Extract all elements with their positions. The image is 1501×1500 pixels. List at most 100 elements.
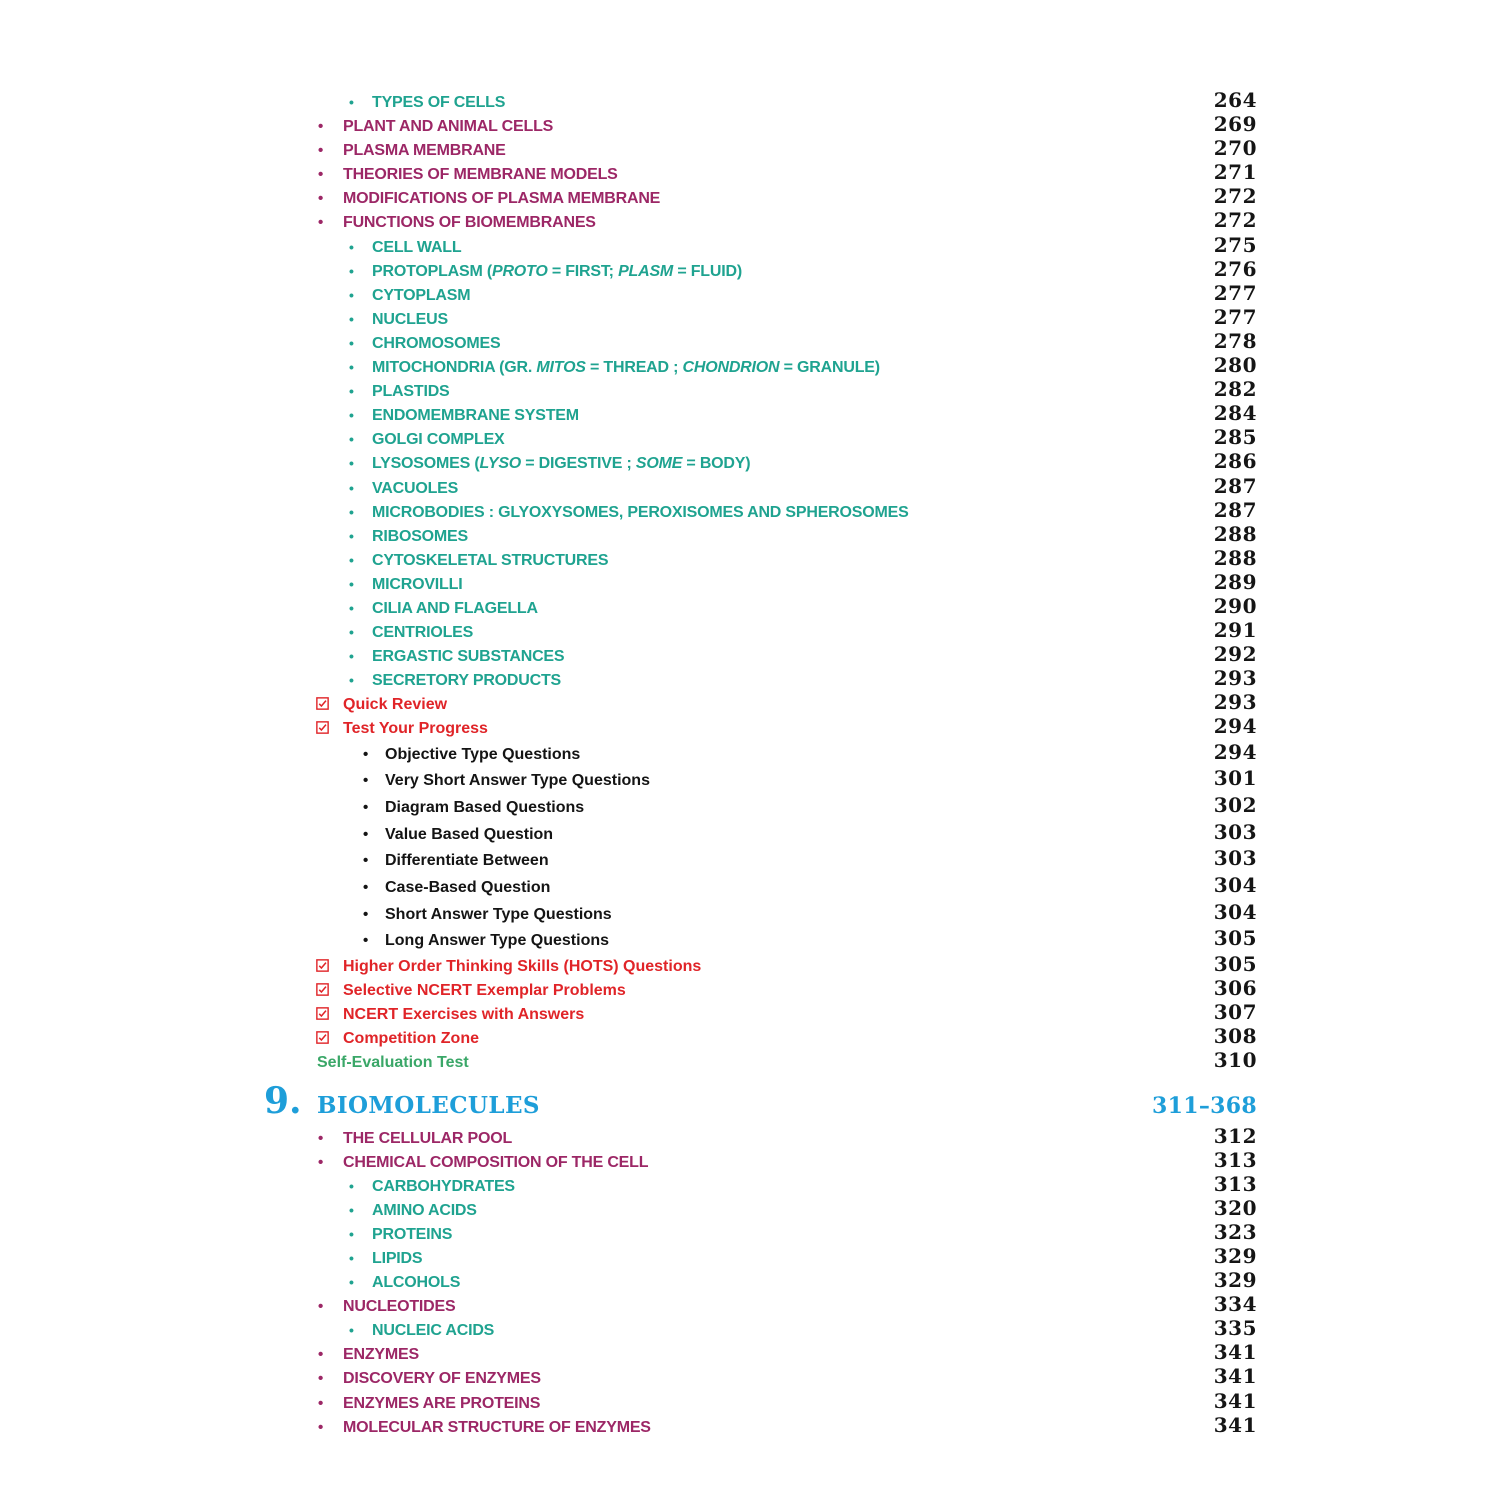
toc-row-lead: 9. BIOMOLECULES <box>0 1080 1152 1130</box>
page-number: 286 <box>1213 449 1257 474</box>
bullet-icon: • <box>349 575 354 592</box>
toc-row: • AMINO ACIDS 320 <box>0 1196 1257 1220</box>
page-number: 284 <box>1213 401 1257 426</box>
toc-row: • NUCLEIC ACIDS 335 <box>0 1316 1257 1340</box>
toc-row-lead: • MOLECULAR STRUCTURE OF ENZYMES <box>0 1416 1214 1440</box>
toc-row-lead: • LIPIDS <box>0 1246 1214 1271</box>
toc-row-lead: • VACUOLES <box>0 476 1214 501</box>
toc-entry-label: SECRETORY PRODUCTS <box>372 672 562 690</box>
toc-row-lead: • FUNCTIONS OF BIOMEMBRANES <box>0 211 1214 235</box>
page-number: 278 <box>1213 328 1257 353</box>
page-number: 272 <box>1213 184 1257 209</box>
page-number: 305 <box>1213 952 1257 977</box>
bullet-icon: • <box>349 1177 354 1194</box>
toc-row: Self-Evaluation Test 310 <box>0 1048 1257 1072</box>
toc-row: • MICROVILLI 289 <box>0 570 1257 594</box>
toc-entry-label: CILIA AND FLAGELLA <box>372 599 538 617</box>
toc-row: Quick Review 293 <box>0 690 1257 714</box>
toc-row: • THE CELLULAR POOL 312 <box>0 1124 1257 1148</box>
page-number: 292 <box>1213 642 1257 667</box>
toc-entry-label: NUCLEIC ACIDS <box>372 1322 495 1340</box>
toc-row: • CYTOPLASM 277 <box>0 281 1257 305</box>
toc-row-lead: Self-Evaluation Test <box>0 1051 1214 1075</box>
toc-row: • ENZYMES ARE PROTEINS 341 <box>0 1389 1257 1413</box>
page-number: 341 <box>1213 1388 1257 1413</box>
toc-entry-label: MODIFICATIONS OF PLASMA MEMBRANE <box>343 190 661 208</box>
toc-row: • Short Answer Type Questions 304 <box>0 899 1257 926</box>
toc-entry-label: THEORIES OF MEMBRANE MODELS <box>343 166 618 184</box>
toc-row: • Objective Type Questions 294 <box>0 739 1257 766</box>
bullet-icon: • <box>349 1201 354 1218</box>
bullet-icon: • <box>349 672 354 689</box>
page-number: 302 <box>1213 792 1257 817</box>
toc-row-lead: • Short Answer Type Questions <box>0 902 1214 929</box>
toc-row-lead: • PROTOPLASM (PROTO = FIRST; PLASM = FLUI… <box>0 259 1214 284</box>
toc-row: • MOLECULAR STRUCTURE OF ENZYMES 341 <box>0 1413 1257 1437</box>
toc-entry-label: TYPES OF CELLS <box>372 94 506 111</box>
bullet-icon: • <box>318 1370 324 1388</box>
bullet-icon: • <box>349 648 354 665</box>
page-number: 341 <box>1213 1340 1257 1365</box>
toc-row-lead: Test Your Progress <box>0 717 1214 741</box>
toc-row-lead: Quick Review <box>0 693 1214 717</box>
toc-row: • MICROBODIES : GLYOXYSOMES, PEROXISOMES … <box>0 498 1257 522</box>
toc-row-lead: • TYPES OF CELLS <box>0 90 1214 115</box>
toc-row-lead: • ENZYMES ARE PROTEINS <box>0 1392 1214 1416</box>
toc-row: Higher Order Thinking Skills (HOTS) Ques… <box>0 952 1257 976</box>
toc-row-lead: • Case-Based Question <box>0 875 1214 902</box>
page-number: 312 <box>1213 1123 1257 1148</box>
toc-entry-label: LYSOSOMES (LYSO = DIGESTIVE ; SOME = BOD… <box>372 455 751 473</box>
bullet-icon: • <box>349 1274 354 1291</box>
bullet-icon: • <box>318 1418 324 1436</box>
page-number: 313 <box>1213 1171 1257 1196</box>
toc-entry-label: PLASMA MEMBRANE <box>343 142 506 160</box>
bullet-icon: • <box>363 772 369 790</box>
toc-entry-label: PLASTIDS <box>372 383 450 401</box>
page-number: 301 <box>1213 766 1257 791</box>
page-number: 293 <box>1213 666 1257 691</box>
page-number: 303 <box>1213 846 1257 871</box>
page-number: 272 <box>1213 208 1257 233</box>
toc-row: • Long Answer Type Questions 305 <box>0 925 1257 952</box>
toc-row: • CHROMOSOMES 278 <box>0 329 1257 353</box>
toc-row-lead: • THE CELLULAR POOL <box>0 1127 1214 1151</box>
bullet-icon: • <box>318 1394 324 1412</box>
bullet-icon: • <box>363 745 369 763</box>
toc-entry-label: Self-Evaluation Test <box>317 1054 469 1072</box>
toc-entry-label: Diagram Based Questions <box>385 798 585 816</box>
toc-entry-label: NCERT Exercises with Answers <box>343 1006 585 1024</box>
toc-row: Selective NCERT Exemplar Problems 306 <box>0 976 1257 1000</box>
toc-row-lead: • ALCOHOLS <box>0 1270 1214 1295</box>
page-number: 293 <box>1213 690 1257 715</box>
bullet-icon: • <box>349 383 354 400</box>
toc-entry-label: Differentiate Between <box>385 852 549 870</box>
bullet-icon: • <box>363 798 369 816</box>
toc-entry-label: ALCOHOLS <box>372 1274 461 1292</box>
page-number: 304 <box>1213 872 1257 897</box>
toc-row-lead: • PLASMA MEMBRANE <box>0 139 1214 163</box>
bullet-icon: • <box>318 1129 324 1147</box>
bullet-icon: • <box>363 932 369 950</box>
bullet-icon: • <box>318 214 324 232</box>
page-number: 303 <box>1213 819 1257 844</box>
toc-entry-label: ENZYMES ARE PROTEINS <box>343 1394 541 1412</box>
toc-row: • CILIA AND FLAGELLA 290 <box>0 594 1257 618</box>
page-number: 285 <box>1213 425 1257 450</box>
toc-entry-label: Value Based Question <box>385 825 554 843</box>
page-number: 308 <box>1213 1024 1257 1049</box>
page-number: 277 <box>1213 304 1257 329</box>
bullet-icon: • <box>349 551 354 568</box>
toc-row: • DISCOVERY OF ENZYMES 341 <box>0 1364 1257 1388</box>
bullet-icon: • <box>349 407 354 424</box>
bullet-icon: • <box>349 359 354 376</box>
toc-row-lead: • MODIFICATIONS OF PLASMA MEMBRANE <box>0 187 1214 211</box>
page-number: 288 <box>1213 521 1257 546</box>
page-number: 323 <box>1213 1219 1257 1244</box>
bullet-icon: • <box>349 1225 354 1242</box>
toc-entry-label: PROTEINS <box>372 1225 453 1243</box>
page-number: 294 <box>1213 714 1257 739</box>
toc-row: • MODIFICATIONS OF PLASMA MEMBRANE 272 <box>0 184 1257 208</box>
bullet-icon: • <box>349 1249 354 1266</box>
toc-row: • CYTOSKELETAL STRUCTURES 288 <box>0 546 1257 570</box>
